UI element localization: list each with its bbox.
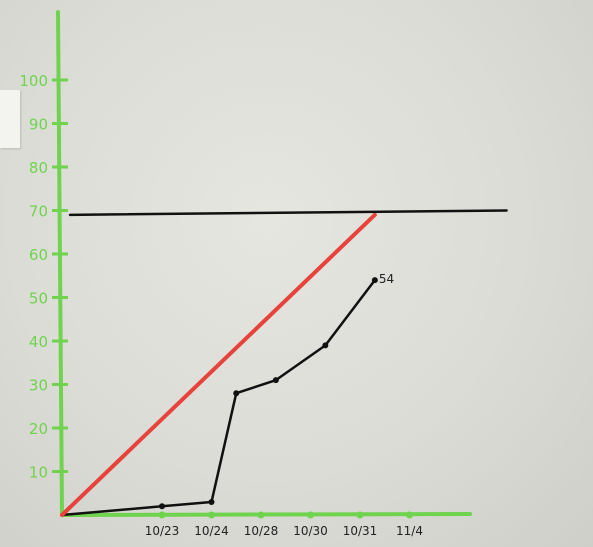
series-line	[60, 212, 377, 517]
x-tick-label: 10/31	[343, 524, 378, 538]
y-tick-label: 40	[29, 333, 48, 351]
y-axis-line	[56, 10, 64, 517]
series-point	[233, 390, 240, 397]
chart-series: 54	[60, 209, 508, 517]
y-tick-label: 30	[29, 377, 48, 395]
series-point	[371, 277, 378, 284]
chart-axes	[56, 10, 472, 517]
y-axis-ticks: 10 20 30 40 50 60 70 80 90 100	[19, 72, 68, 482]
y-tick-label: 10	[29, 464, 48, 482]
x-tick-label: 10/30	[293, 524, 328, 538]
x-tick-label: 10/24	[194, 524, 229, 538]
x-tick-mark	[208, 511, 215, 519]
x-tick-mark	[257, 511, 265, 519]
series-line	[68, 209, 508, 217]
y-tick-label: 80	[29, 159, 48, 177]
series-point	[272, 377, 279, 384]
series-point	[159, 503, 165, 510]
y-tick-label: 60	[29, 246, 48, 264]
y-tick-label: 20	[29, 420, 48, 438]
series-point	[322, 342, 329, 349]
y-tick-label: 50	[29, 290, 48, 308]
x-axis-ticks: 10/23 10/24 10/28 10/30 10/31 11/4	[145, 511, 423, 538]
series-end-label: 54	[379, 272, 394, 286]
y-tick-label: 70	[29, 203, 48, 221]
x-tick-mark	[307, 511, 314, 519]
series-point	[208, 498, 215, 505]
y-tick-label: 100	[19, 72, 48, 90]
x-tick-mark	[406, 511, 413, 519]
paper-scrap	[0, 90, 20, 148]
x-tick-mark	[356, 511, 364, 519]
x-tick-label: 10/23	[145, 524, 180, 538]
y-tick-label: 90	[29, 116, 48, 134]
x-axis-line	[60, 512, 472, 517]
x-tick-label: 10/28	[244, 524, 279, 538]
series-line	[60, 278, 377, 517]
x-tick-label: 11/4	[396, 524, 423, 538]
x-tick-mark	[158, 511, 166, 519]
